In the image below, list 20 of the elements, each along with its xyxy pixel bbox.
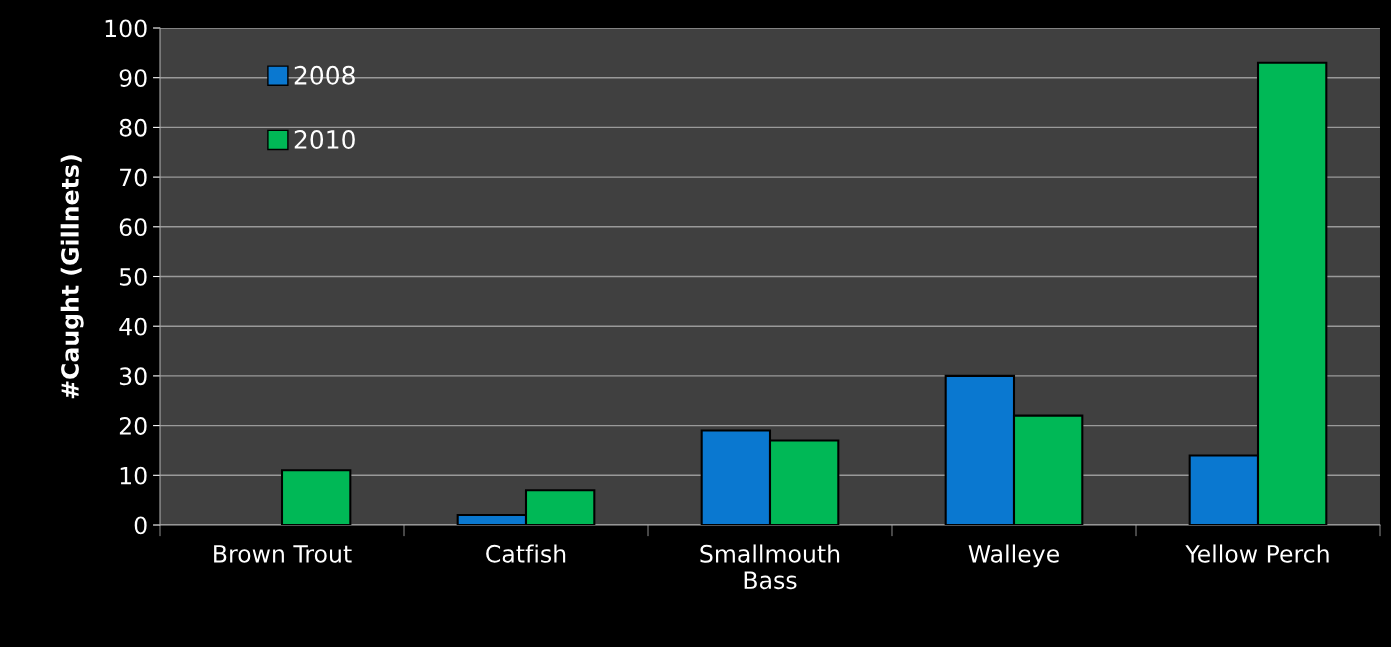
x-tick-label: Brown Trout: [214, 545, 352, 563]
y-tick-label: 90: [119, 69, 147, 88]
y-axis-title: #Caught (Gillnets): [60, 155, 84, 399]
y-tick-label: 0: [134, 516, 147, 535]
y-tick-label: 40: [119, 317, 147, 336]
y-tick-label: 20: [119, 417, 147, 435]
y-tick-label: 70: [120, 168, 147, 187]
y-tick-label: 10: [120, 466, 147, 485]
y-tick-label: 80: [119, 118, 147, 137]
y-tick-label: 60: [119, 218, 147, 237]
legend-label: 2008: [294, 65, 355, 85]
y-tick-label: 50: [119, 267, 147, 286]
y-tick-label: 100: [105, 19, 147, 38]
bar: [280, 469, 352, 525]
legend-label: 2010: [294, 130, 355, 149]
x-tick-label: Catfish: [486, 544, 566, 563]
x-tick-label: Yellow Perch: [1185, 544, 1329, 563]
x-tick-label: Walleye: [968, 544, 1059, 568]
y-tick-label: 30: [119, 367, 147, 386]
x-tick-label: Smallmouth Bass: [700, 544, 840, 590]
